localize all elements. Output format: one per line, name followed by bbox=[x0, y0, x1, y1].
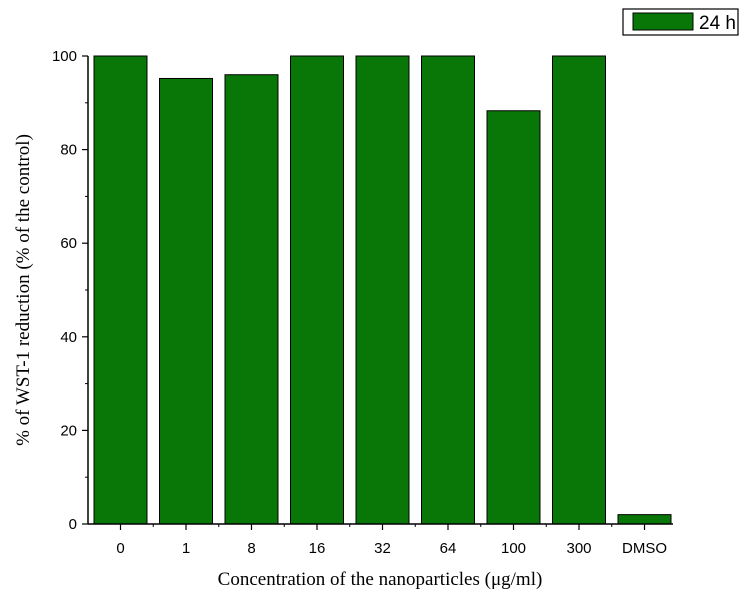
bar-0 bbox=[93, 55, 148, 525]
y-tick-label: 20 bbox=[60, 422, 77, 439]
x-tick-label: 32 bbox=[374, 540, 391, 557]
x-ticks-group: 0 1 8 16 32 64 100 300 DMSO bbox=[116, 524, 667, 557]
y-ticks-group: 0 20 40 60 80 100 bbox=[52, 48, 88, 533]
x-tick-label: 8 bbox=[247, 540, 255, 557]
bar-dmso bbox=[617, 514, 672, 525]
bar-1 bbox=[159, 77, 213, 525]
bar-8 bbox=[224, 74, 279, 525]
x-axis-title: Concentration of the nanoparticles (μg/m… bbox=[218, 569, 543, 590]
x-tick-label: 16 bbox=[309, 540, 326, 557]
legend: 24 h bbox=[622, 8, 739, 36]
x-tick-label: 100 bbox=[501, 540, 526, 557]
y-tick-label: 100 bbox=[52, 48, 77, 65]
y-axis-title: % of WST-1 reduction (% of the control) bbox=[13, 134, 34, 446]
x-tick-label: 1 bbox=[182, 540, 190, 557]
legend-label: 24 h bbox=[699, 13, 736, 34]
y-tick-label: 0 bbox=[69, 516, 77, 533]
legend-swatch bbox=[632, 12, 694, 31]
x-tick-label: 64 bbox=[440, 540, 457, 557]
bar-32 bbox=[355, 55, 410, 525]
bar-100 bbox=[486, 110, 541, 525]
y-tick-label: 60 bbox=[60, 235, 77, 252]
x-tick-label: DMSO bbox=[622, 540, 667, 557]
bars-group bbox=[93, 55, 672, 525]
x-tick-label: 0 bbox=[116, 540, 124, 557]
bar-64 bbox=[421, 55, 475, 525]
bar-300 bbox=[552, 55, 606, 525]
x-tick-label: 300 bbox=[566, 540, 591, 557]
bar-16 bbox=[290, 55, 344, 525]
y-tick-label: 40 bbox=[60, 329, 77, 346]
y-tick-label: 80 bbox=[60, 142, 77, 159]
